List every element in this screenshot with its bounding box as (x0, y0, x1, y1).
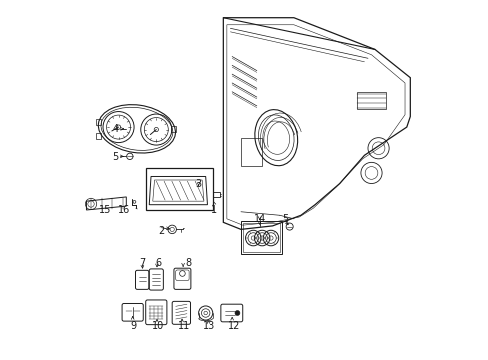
Text: 13: 13 (203, 321, 215, 332)
Text: 16: 16 (118, 205, 130, 215)
Bar (171, 126, 175, 132)
Text: 6: 6 (155, 258, 161, 268)
Text: 2: 2 (158, 226, 164, 236)
Bar (96, 119, 101, 125)
Text: 9: 9 (130, 321, 136, 332)
Text: 1: 1 (211, 205, 217, 215)
Bar (241, 138, 262, 166)
Bar (145, 168, 212, 210)
Text: 12: 12 (227, 321, 240, 332)
Bar (242, 223, 279, 252)
Text: 15: 15 (99, 205, 111, 215)
Text: 10: 10 (152, 321, 164, 332)
Text: 3: 3 (195, 179, 201, 189)
Text: 5: 5 (112, 152, 119, 162)
Text: 8: 8 (184, 258, 191, 268)
Bar (357, 92, 385, 109)
Bar (96, 133, 101, 139)
Text: 7: 7 (139, 258, 145, 268)
Text: 14: 14 (254, 214, 266, 224)
Text: 11: 11 (178, 321, 190, 332)
Text: 5: 5 (282, 214, 287, 224)
Circle shape (235, 311, 240, 315)
Text: 4: 4 (112, 124, 119, 134)
